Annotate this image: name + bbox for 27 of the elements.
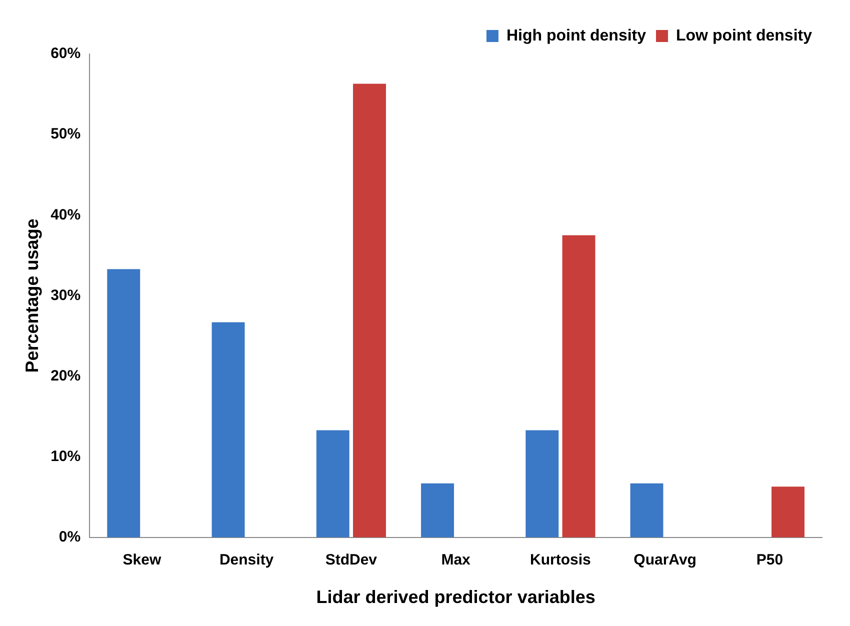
x-axis-title: Lidar derived predictor variables xyxy=(316,587,596,608)
y-tick-label: 10% xyxy=(50,448,81,465)
y-tick-label: 50% xyxy=(50,126,81,143)
x-tick-label: QuarAvg xyxy=(634,552,696,569)
legend-label: High point density xyxy=(506,27,646,44)
x-tick-label: Kurtosis xyxy=(530,552,591,569)
x-tick-label: Max xyxy=(441,552,472,569)
bar xyxy=(107,269,140,538)
y-tick-label: 40% xyxy=(50,206,81,224)
legend-label: Low point density xyxy=(676,27,812,44)
y-axis-title: Percentage usage xyxy=(22,218,42,373)
y-tick-label: 30% xyxy=(50,286,81,304)
x-tick-label: Skew xyxy=(122,552,162,569)
y-tick-label: 0% xyxy=(58,528,81,546)
bar xyxy=(562,235,596,538)
y-tick-label: 20% xyxy=(50,367,81,384)
bar xyxy=(772,486,804,538)
bar xyxy=(421,483,454,538)
bar xyxy=(353,84,386,538)
bar xyxy=(316,430,350,538)
bar xyxy=(630,483,664,538)
bar xyxy=(212,322,245,538)
x-tick-label: Density xyxy=(219,552,274,569)
x-tick-label: P50 xyxy=(756,552,784,569)
bar xyxy=(526,430,559,538)
y-tick-label: 60% xyxy=(50,45,81,62)
x-tick-label: StdDev xyxy=(325,552,378,569)
